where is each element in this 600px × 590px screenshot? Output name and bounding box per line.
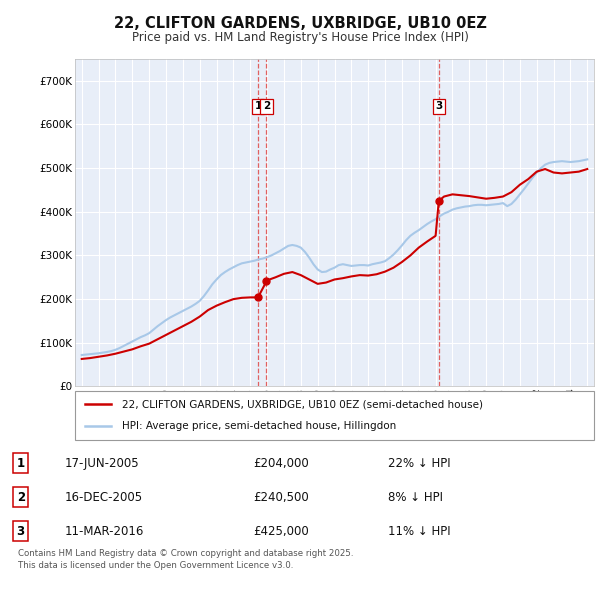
Text: 16-DEC-2005: 16-DEC-2005 bbox=[65, 491, 143, 504]
Text: 17-JUN-2005: 17-JUN-2005 bbox=[65, 457, 139, 470]
Text: 11% ↓ HPI: 11% ↓ HPI bbox=[388, 525, 451, 538]
Text: £425,000: £425,000 bbox=[253, 525, 309, 538]
Text: 8% ↓ HPI: 8% ↓ HPI bbox=[388, 491, 443, 504]
Text: 11-MAR-2016: 11-MAR-2016 bbox=[65, 525, 144, 538]
Text: HPI: Average price, semi-detached house, Hillingdon: HPI: Average price, semi-detached house,… bbox=[122, 421, 396, 431]
Text: 22, CLIFTON GARDENS, UXBRIDGE, UB10 0EZ (semi-detached house): 22, CLIFTON GARDENS, UXBRIDGE, UB10 0EZ … bbox=[122, 399, 483, 409]
Text: Contains HM Land Registry data © Crown copyright and database right 2025.
This d: Contains HM Land Registry data © Crown c… bbox=[18, 549, 353, 571]
Text: 22, CLIFTON GARDENS, UXBRIDGE, UB10 0EZ: 22, CLIFTON GARDENS, UXBRIDGE, UB10 0EZ bbox=[113, 16, 487, 31]
Text: £204,000: £204,000 bbox=[253, 457, 309, 470]
Text: 2: 2 bbox=[17, 491, 25, 504]
Text: 3: 3 bbox=[17, 525, 25, 538]
Text: 3: 3 bbox=[435, 101, 442, 112]
Text: £240,500: £240,500 bbox=[253, 491, 309, 504]
Text: 22% ↓ HPI: 22% ↓ HPI bbox=[388, 457, 451, 470]
FancyBboxPatch shape bbox=[75, 391, 594, 440]
Text: 2: 2 bbox=[263, 101, 270, 112]
Text: Price paid vs. HM Land Registry's House Price Index (HPI): Price paid vs. HM Land Registry's House … bbox=[131, 31, 469, 44]
Text: 1: 1 bbox=[254, 101, 262, 112]
Text: 1: 1 bbox=[17, 457, 25, 470]
